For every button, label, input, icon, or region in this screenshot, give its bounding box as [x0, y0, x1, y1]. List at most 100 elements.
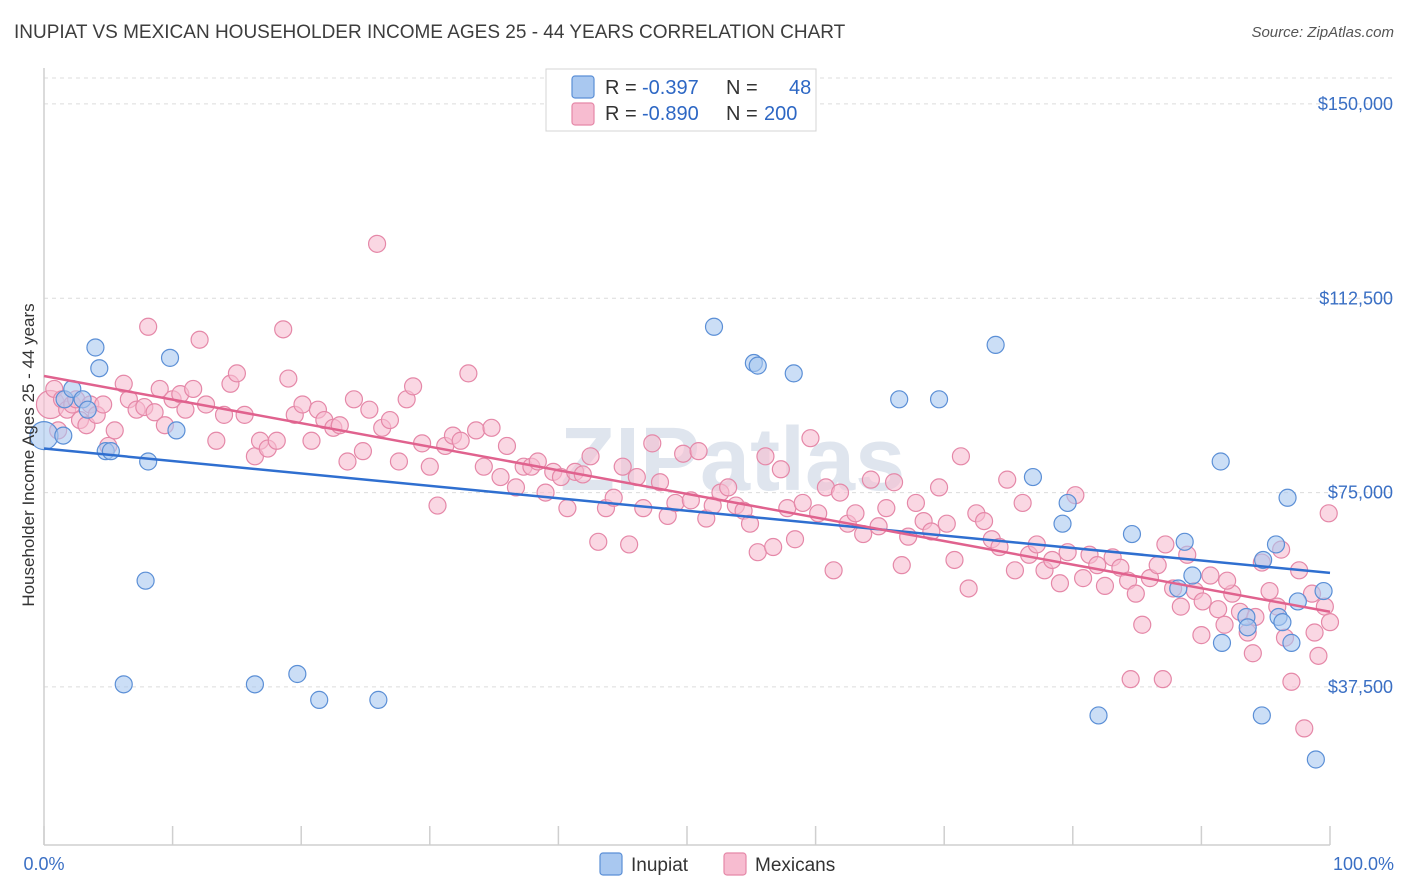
- inupiat-point: [310, 690, 329, 709]
- inupiat-point: [1212, 633, 1232, 652]
- inupiat-point: [1252, 706, 1271, 725]
- mexican-point: [428, 496, 447, 515]
- mexican-point: [145, 403, 164, 422]
- inupiat-point: [1023, 467, 1043, 487]
- mexican-point: [1320, 613, 1340, 632]
- inupiat-point: [90, 359, 109, 378]
- mexican-point: [764, 537, 783, 557]
- mexican-point: [293, 395, 312, 414]
- mexican-point: [1193, 592, 1212, 611]
- inupiat-point: [1183, 566, 1202, 585]
- bottom-legend-mexicans: Mexicans: [755, 855, 835, 876]
- mexican-point: [929, 478, 949, 497]
- mexican-point: [974, 511, 994, 531]
- mexican-point: [830, 483, 850, 502]
- inupiat-trend-line: [43, 447, 1331, 575]
- inupiat-point: [704, 317, 724, 336]
- inupiat-point: [1278, 488, 1297, 507]
- inupiat-point: [1238, 618, 1257, 637]
- mexican-point: [380, 410, 400, 430]
- inupiat-point: [748, 356, 767, 375]
- inupiat-point: [1266, 535, 1286, 554]
- inupiat-point: [1306, 750, 1325, 769]
- mexican-point: [353, 442, 373, 461]
- mexican-point: [748, 543, 767, 562]
- mexican-point: [719, 478, 738, 497]
- mexican-point: [506, 478, 526, 497]
- mexican-point: [1282, 672, 1301, 691]
- chart-source: Source: ZipAtlas.com: [1251, 24, 1394, 41]
- inupiat-point: [1314, 581, 1333, 601]
- mexican-point: [1121, 670, 1140, 689]
- y-axis-title: Householder Income Ages 25 - 44 years: [19, 303, 38, 606]
- inupiat-point: [1122, 524, 1142, 544]
- mexican-point: [360, 400, 379, 419]
- mexican-point: [558, 499, 577, 518]
- inupiat-point: [1211, 452, 1230, 471]
- y-tick-labels: $37,500 $75,000 $112,500 $150,000: [1318, 94, 1393, 697]
- inupiat-point: [369, 690, 388, 709]
- inupiat-point: [245, 675, 265, 694]
- bottom-legend-swatch-inupiat: [599, 852, 623, 876]
- mexican-point: [1215, 615, 1234, 634]
- bottom-legend-inupiat: Inupiat: [631, 855, 689, 876]
- mexican-point: [785, 530, 805, 549]
- mexican-point: [139, 317, 158, 336]
- mexican-point: [1133, 615, 1152, 634]
- legend-r-label: R =: [605, 103, 637, 125]
- top-legend: R = -0.397 N = 48 R = -0.890 N = 200: [545, 68, 817, 132]
- inupiat-point: [1053, 514, 1072, 533]
- mexican-point: [740, 514, 760, 533]
- inupiat-point: [1058, 493, 1077, 513]
- mexican-point: [1201, 566, 1220, 585]
- mexican-point: [589, 532, 608, 551]
- legend-n-value: 48: [789, 77, 811, 99]
- mexican-point: [1156, 535, 1175, 554]
- mexican-point: [1209, 600, 1228, 619]
- mexican-point: [459, 364, 478, 383]
- inupiat-point: [288, 664, 307, 684]
- mexican-point: [302, 431, 321, 450]
- y-tick-label: $150,000: [1318, 94, 1393, 114]
- legend-n-label: N =: [726, 103, 758, 125]
- mexican-point: [1192, 626, 1211, 645]
- inupiat-point: [1282, 633, 1301, 652]
- mexican-point: [1148, 556, 1167, 575]
- mexican-point: [906, 493, 926, 513]
- points-layer: [29, 234, 1340, 769]
- mexican-point: [771, 460, 790, 479]
- mexican-point: [94, 395, 113, 414]
- mexican-point: [1050, 574, 1070, 593]
- mexican-point: [869, 517, 888, 536]
- inupiat-point: [1273, 613, 1292, 632]
- inupiat-point: [929, 390, 949, 409]
- mexican-point: [1153, 670, 1172, 689]
- mexican-point: [344, 390, 364, 409]
- mexican-point: [959, 579, 978, 598]
- mexican-point: [581, 447, 600, 466]
- mexican-point: [420, 457, 439, 476]
- mexican-point: [945, 550, 964, 570]
- mexican-point: [338, 452, 357, 471]
- mexican-point: [650, 473, 670, 492]
- trend-lines: [43, 374, 1331, 614]
- mexican-point: [1095, 576, 1115, 595]
- inupiat-point: [54, 426, 73, 445]
- mexican-point: [1260, 581, 1279, 601]
- mexican-point: [1013, 493, 1032, 513]
- mexican-point: [1218, 571, 1237, 590]
- mexican-point: [1005, 561, 1025, 580]
- bottom-legend-swatch-mexicans: [723, 852, 747, 876]
- mexican-point: [190, 330, 209, 349]
- inupiat-point: [101, 442, 120, 461]
- inupiat-point: [86, 338, 105, 357]
- axes: [43, 68, 1331, 846]
- mexican-point: [1319, 504, 1338, 523]
- inupiat-point: [1089, 706, 1108, 725]
- mexican-point: [451, 431, 470, 450]
- inupiat-point: [1175, 532, 1194, 551]
- mexican-point: [892, 556, 911, 575]
- mexican-point: [1243, 644, 1262, 663]
- mexican-point: [861, 470, 880, 489]
